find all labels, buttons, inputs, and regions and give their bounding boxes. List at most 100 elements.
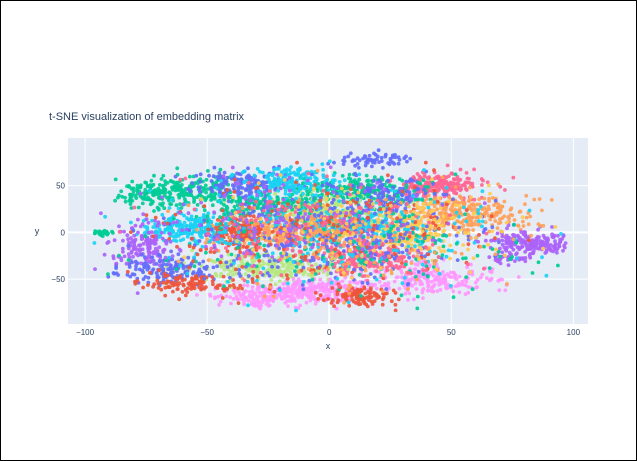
scatter-point [191,229,196,234]
scatter-point [442,228,447,233]
scatter-point [290,201,295,206]
scatter-point [251,273,256,278]
scatter-point [243,188,248,193]
scatter-point [557,242,561,247]
scatter-point [462,182,466,187]
scatter-point [239,191,243,195]
scatter-point [246,175,251,180]
scatter-point [520,244,525,249]
scatter-point [401,182,406,187]
scatter-point [143,224,147,229]
scatter-point [382,203,386,208]
scatter-point [502,214,507,219]
scatter-point [444,283,448,288]
scatter-point [474,219,478,224]
scatter-point [256,300,261,305]
scatter-point [432,282,437,287]
scatter-point [168,202,173,206]
scatter-point [215,264,220,269]
scatter-point [523,250,527,254]
scatter-point [202,276,207,281]
scatter-point [389,299,394,304]
scatter-point [413,281,418,286]
scatter-point [437,246,441,250]
scatter-point [543,242,548,247]
scatter-point [190,286,195,290]
scatter-point [536,227,540,232]
scatter-point [179,187,183,192]
scatter-point [441,192,446,197]
scatter-point [352,158,357,163]
scatter-point [307,278,312,283]
scatter-point [432,278,437,283]
scatter-point [162,206,167,211]
scatter-point [217,230,221,235]
scatter-point [218,215,222,220]
scatter-point [442,273,447,278]
scatter-point [293,184,297,189]
scatter-point [233,290,237,295]
scatter-point [170,187,175,192]
scatter-point [452,270,456,275]
scatter-point [489,270,494,275]
scatter-point [196,185,201,190]
scatter-point [387,196,392,201]
scatter-point [211,174,216,179]
scatter-point [321,264,325,268]
scatter-point [375,265,380,269]
scatter-point [234,199,239,204]
scatter-point [197,261,202,266]
scatter-point [448,207,453,212]
scatter-point [330,286,335,290]
scatter-point [422,174,427,179]
scatter-point [562,243,566,248]
scatter-point [168,191,173,196]
scatter-point [523,202,527,207]
scatter-point [289,181,293,186]
scatter-point [371,160,375,165]
scatter-point [445,286,449,291]
scatter-point [282,168,287,173]
scatter-point [128,199,133,203]
scatter-point [292,170,296,175]
scatter-point [135,186,140,191]
scatter-point [219,179,223,183]
scatter-point [369,295,374,299]
scatter-point [172,238,176,243]
scatter-point [112,238,117,243]
scatter-point [213,271,218,276]
scatter-point [208,292,212,297]
scatter-point [123,199,128,204]
scatter-point [137,267,142,272]
scatter-point [251,270,256,274]
scatter-point [540,208,544,213]
scatter-point [343,283,347,288]
scatter-point [140,236,145,241]
scatter-point [167,231,172,236]
scatter-point [182,220,187,225]
scatter-point [148,197,153,202]
scatter-point [146,266,151,270]
scatter-point [332,289,337,294]
scatter-point [224,207,228,212]
scatter-point [202,213,206,217]
scatter-point [487,229,492,234]
scatter-point [377,270,382,275]
scatter-point [357,177,362,182]
scatter-point [132,233,137,238]
scatter-point [296,277,301,281]
scatter-point [146,230,151,235]
scatter-point [239,181,244,186]
scatter-point [318,277,322,282]
scatter-point [267,259,272,264]
scatter-point [229,301,233,306]
scatter-point [252,173,257,178]
scatter-point [422,210,426,215]
scatter-point [289,165,293,169]
scatter-point [324,200,329,204]
scatter-point [102,252,107,257]
scatter-point [170,254,175,258]
scatter-point [149,230,154,235]
scatter-point [171,220,176,225]
scatter-point [485,276,489,281]
